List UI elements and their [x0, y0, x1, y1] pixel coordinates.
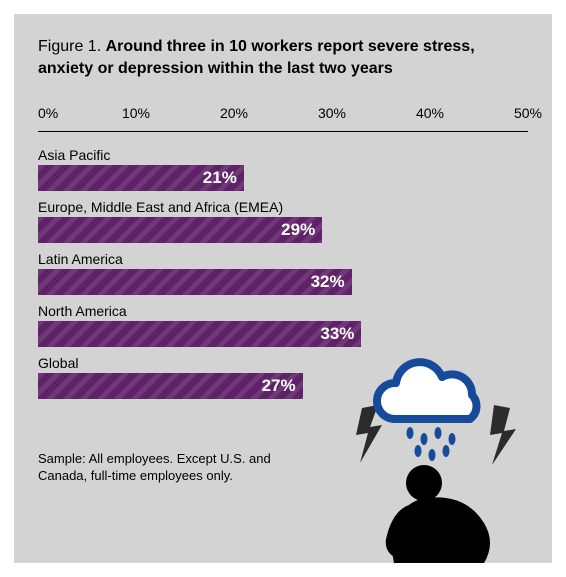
bar-label: Asia Pacific: [38, 147, 528, 163]
bar: [38, 269, 352, 295]
bar-value: 29%: [281, 220, 315, 240]
cloud-icon: [377, 362, 477, 419]
rain-icon: [407, 427, 456, 461]
bar-label: Europe, Middle East and Africa (EMEA): [38, 199, 528, 215]
bar-value: 21%: [203, 168, 237, 188]
figure-prefix: Figure 1.: [38, 38, 106, 55]
bar-group: Asia Pacific 21%: [38, 147, 528, 191]
bar-wrap: 32%: [38, 269, 528, 295]
bar-wrap: 29%: [38, 217, 528, 243]
x-axis-labels: 0% 10% 20% 30% 40% 50%: [38, 105, 528, 125]
stress-figure-storm-icon: [324, 353, 534, 563]
bolt-right-icon: [490, 405, 516, 465]
bar-wrap: 33%: [38, 321, 528, 347]
bar-group: Latin America 32%: [38, 251, 528, 295]
bar-label: Latin America: [38, 251, 528, 267]
x-tick: 10%: [122, 105, 150, 121]
x-tick: 20%: [220, 105, 248, 121]
x-tick: 0%: [38, 105, 58, 121]
bar: [38, 217, 322, 243]
bar-value: 33%: [320, 324, 354, 344]
sample-footnote: Sample: All employees. Except U.S. and C…: [38, 450, 298, 485]
bar-value: 32%: [311, 272, 345, 292]
x-tick: 50%: [514, 105, 542, 121]
x-tick: 30%: [318, 105, 346, 121]
figure-title-row: Figure 1. Around three in 10 workers rep…: [38, 36, 528, 79]
bar-value: 27%: [262, 376, 296, 396]
bar-group: North America 33%: [38, 303, 528, 347]
bar-group: Europe, Middle East and Africa (EMEA) 29…: [38, 199, 528, 243]
x-tick: 40%: [416, 105, 444, 121]
bar-label: North America: [38, 303, 528, 319]
bar-wrap: 21%: [38, 165, 528, 191]
x-axis-line: [38, 131, 528, 132]
figure-card: Figure 1. Around three in 10 workers rep…: [14, 14, 552, 563]
person-icon: [386, 465, 490, 563]
bar: [38, 321, 361, 347]
